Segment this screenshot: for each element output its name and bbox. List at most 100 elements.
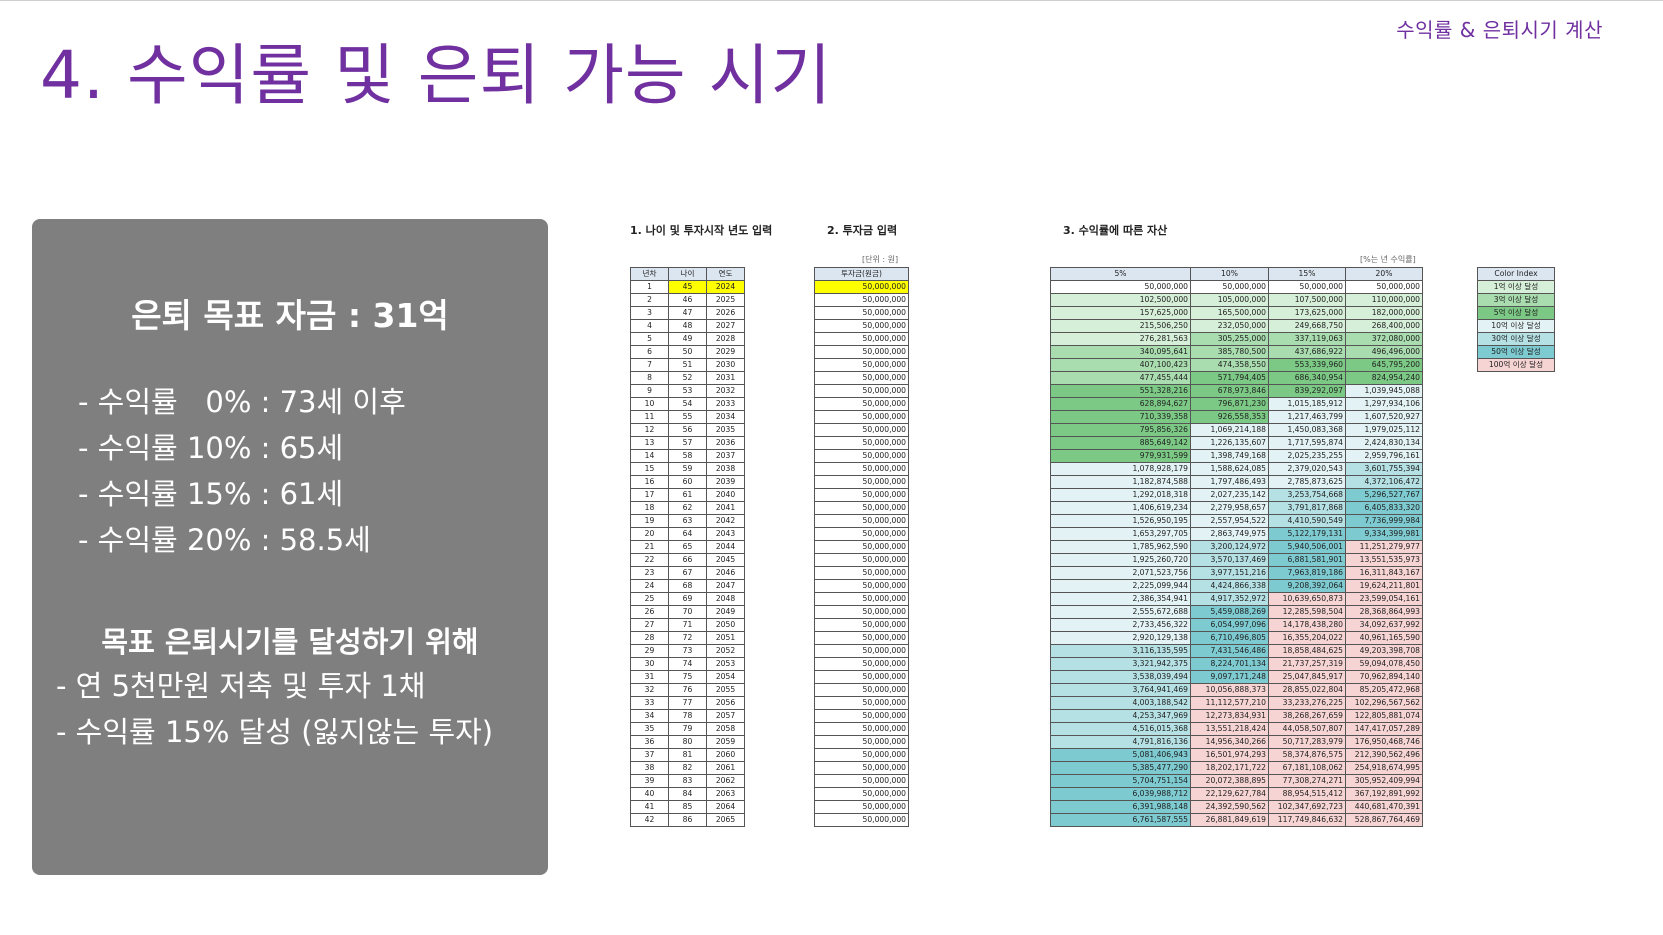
table-cell: 5,081,406,943 [1050,748,1191,762]
table-row: 50,000,000 [814,761,909,775]
table-cell: 2029 [706,345,745,359]
table-cell: 65 [668,540,707,554]
table-cell: 38 [630,761,669,775]
legend-item: 100억 이상 달성 [1477,358,1555,372]
table-row: 50,000,000 [814,423,909,437]
table-row: 2,920,129,138 6,710,496,805 16,355,204,022… [1050,631,1423,645]
table-cell: 2036 [706,436,745,450]
table-row: 3,538,039,494 9,097,171,248 25,047,845,917… [1050,670,1423,684]
table-cell: 2,071,523,756 [1050,566,1191,580]
col-header: 년차 [630,267,669,281]
table-cell: 102,347,692,723 [1268,800,1346,814]
table-cell: 1,925,260,720 [1050,553,1191,567]
table-cell: 64 [668,527,707,541]
table-cell: 9,097,171,248 [1190,670,1269,684]
table-cell: 276,281,563 [1050,332,1191,346]
legend-row: 3억 이상 달성 [1477,293,1555,307]
table-row: 3,321,942,375 8,224,701,134 21,737,257,319… [1050,657,1423,671]
table-cell: 54 [668,397,707,411]
table-row: 628,894,627 796,871,230 1,015,185,912 1,297… [1050,397,1423,411]
table-cell: 29 [630,644,669,658]
table-cell: 5,385,477,290 [1050,761,1191,775]
table-cell: 2041 [706,501,745,515]
table-cell: 2061 [706,761,745,775]
page-title: 4. 수익률 및 은퇴 가능 시기 [40,37,833,114]
table-cell: 105,000,000 [1190,293,1269,307]
table-row: 4,791,816,136 14,956,340,266 50,717,283,97… [1050,735,1423,749]
table-row: 4,253,347,969 12,273,834,931 38,268,267,65… [1050,709,1423,723]
table-row: 30 74 2053 [630,657,745,671]
table-row: 12 56 2035 [630,423,745,437]
table-row: 10 54 2033 [630,397,745,411]
section1-title: 1. 나이 및 투자시작 년도 입력 [630,224,773,237]
table-cell: 5 [630,332,669,346]
table-cell: 3,200,124,972 [1190,540,1269,554]
table-cell: 3,538,039,494 [1050,670,1191,684]
table-cell: 50,000,000 [814,488,909,502]
table-cell: 367,192,891,992 [1345,787,1423,801]
table-cell: 85 [668,800,707,814]
table-cell: 37 [630,748,669,762]
table-cell: 1,717,595,874 [1268,436,1346,450]
table-row: 477,455,444 571,794,405 686,340,954 824,954… [1050,371,1423,385]
table-cell: 16,355,204,022 [1268,631,1346,645]
table-cell: 2 [630,293,669,307]
table-cell: 3,116,135,595 [1050,644,1191,658]
table-row: 50,000,000 [814,657,909,671]
unit-note: [단위 : 원] [862,255,899,264]
table-cell: 73 [668,644,707,658]
table-cell: 50,000,000 [814,592,909,606]
table-cell: 23 [630,566,669,580]
table-row: 1,182,874,588 1,797,486,493 2,785,873,625 4… [1050,475,1423,489]
table-cell: 10,639,650,873 [1268,592,1346,606]
col-header: 연도 [706,267,745,281]
table-row: 50,000,000 [814,774,909,788]
section3-title: 3. 수익률에 따른 자산 [1063,224,1168,237]
table-cell: 122,805,881,074 [1345,709,1423,723]
table-cell: 2048 [706,592,745,606]
table-cell: 528,867,764,469 [1345,813,1423,827]
table-cell: 110,000,000 [1345,293,1423,307]
legend-row: 1억 이상 달성 [1477,280,1555,294]
table-cell: 437,686,922 [1268,345,1346,359]
table-cell: 50,000,000 [814,813,909,827]
table-cell: 50,717,283,979 [1268,735,1346,749]
table-row: 276,281,563 305,255,000 337,119,063 372,080… [1050,332,1423,346]
table-row: 50,000,000 [814,358,909,372]
table-row: 50,000,000 [814,540,909,554]
table-cell: 3,601,755,394 [1345,462,1423,476]
table-row: 50,000,000 [814,436,909,450]
table-cell: 2054 [706,670,745,684]
table-row: 50,000,000 [814,722,909,736]
table-row: 2,071,523,756 3,977,151,216 7,963,819,186 1… [1050,566,1423,580]
table-cell: 49 [668,332,707,346]
table-cell: 35 [630,722,669,736]
table-cell: 305,952,409,994 [1345,774,1423,788]
table-cell: 50,000,000 [814,605,909,619]
rate-item: - 수익률 20% : 58.5세 [78,523,371,557]
table-cell: 80 [668,735,707,749]
table-cell: 8,224,701,134 [1190,657,1269,671]
table-row: 50,000,000 [814,800,909,814]
rate-item: - 수익률 15% : 61세 [78,477,344,511]
table-row: 13 57 2036 [630,436,745,450]
table-cell: 6,405,833,320 [1345,501,1423,515]
table-cell: 173,625,000 [1268,306,1346,320]
table-cell: 107,500,000 [1268,293,1346,307]
table-cell: 254,918,674,995 [1345,761,1423,775]
table-cell: 62 [668,501,707,515]
plan-heading: 목표 은퇴시기를 달성하기 위해 [101,625,479,659]
table-cell: 50,000,000 [814,423,909,437]
table-row: 16 60 2039 [630,475,745,489]
table-cell: 2027 [706,319,745,333]
table-cell: 58,374,876,575 [1268,748,1346,762]
table-cell: 50,000,000 [814,514,909,528]
table-cell: 70 [668,605,707,619]
table-cell: 11 [630,410,669,424]
table-row: 50,000,000 [814,371,909,385]
table-cell: 63 [668,514,707,528]
rate-list: - 수익률 0% : 73세 이후 - 수익률 10% : 65세 - 수익률 … [78,379,406,563]
table-cell: 10 [630,397,669,411]
table-cell: 7,963,819,186 [1268,566,1346,580]
table-row: 4,003,188,542 11,112,577,210 33,233,276,22… [1050,696,1423,710]
